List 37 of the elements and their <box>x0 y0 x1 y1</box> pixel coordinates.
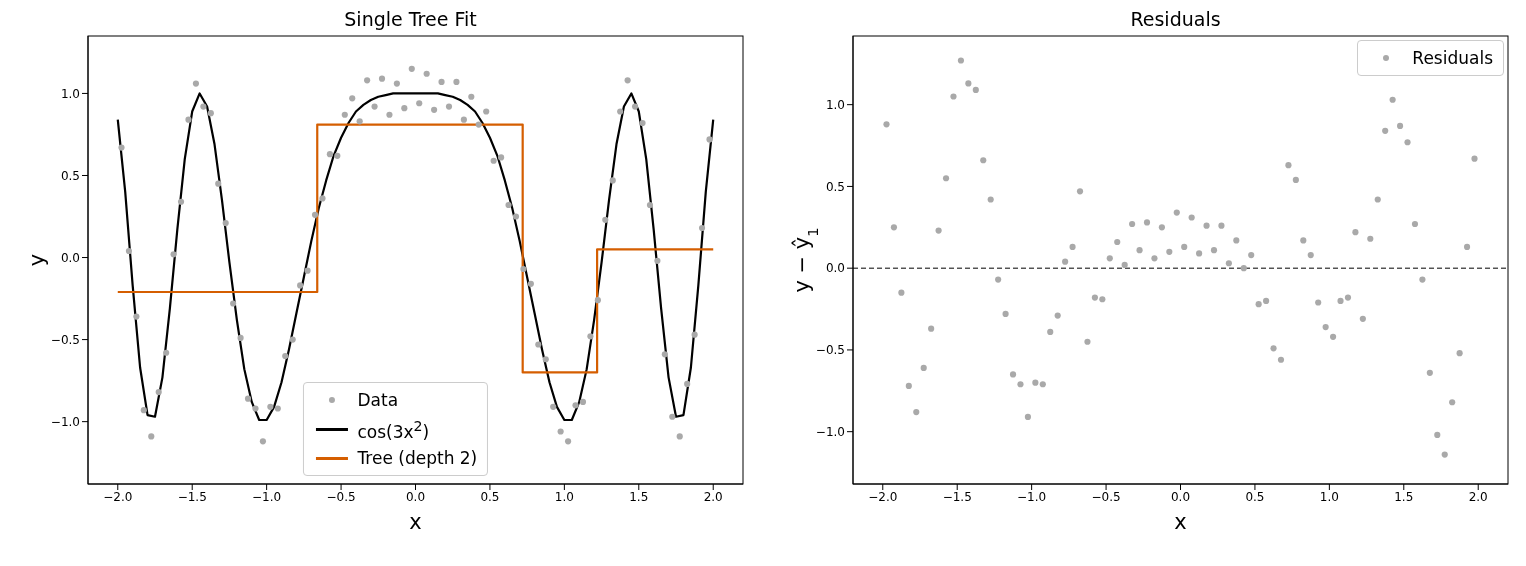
legend-label: cos(3x$^{2}$) <box>357 417 430 444</box>
x-tick-label: 1.0 <box>1319 489 1339 504</box>
y-axis-title: y <box>25 253 49 267</box>
x-tick-label: −0.5 <box>1091 489 1121 504</box>
x-tick-label: −1.0 <box>252 489 282 504</box>
y-tick-label: −1.0 <box>50 414 80 429</box>
x-tick-label: −0.5 <box>326 489 356 504</box>
y-tick-label: 0.0 <box>825 261 845 276</box>
x-tick-label: −2.0 <box>868 489 898 504</box>
x-tick-label: −1.5 <box>942 489 972 504</box>
x-tick-label: −2.0 <box>103 489 133 504</box>
x-tick-label: 0.0 <box>405 489 426 504</box>
legend-label: Residuals <box>1412 47 1493 70</box>
x-tick-label: −1.0 <box>1017 489 1047 504</box>
chart-title: Residuals <box>1129 8 1222 32</box>
y-tick-label: −0.5 <box>50 332 80 347</box>
x-axis-title: x <box>1174 510 1187 534</box>
x-axis-title: x <box>409 510 422 534</box>
x-tick-label: 1.5 <box>1394 489 1414 504</box>
chart-title: Single Tree Fit <box>343 8 478 32</box>
x-tick-label: 0.5 <box>480 489 500 504</box>
x-tick-label: 1.5 <box>629 489 649 504</box>
y-tick-label: 0.0 <box>60 250 80 265</box>
y-tick-label: 0.5 <box>60 168 80 183</box>
x-tick-label: 0.5 <box>1245 489 1265 504</box>
x-tick-label: 1.0 <box>554 489 574 504</box>
y-tick-label: 0.5 <box>825 179 845 194</box>
y-tick-label: 1.0 <box>60 86 80 101</box>
y-tick-label: −1.0 <box>815 424 845 439</box>
legend-label: Tree (depth 2) <box>357 447 478 470</box>
legend-label: Data <box>357 389 399 413</box>
y-tick-label: −0.5 <box>815 343 845 358</box>
y-tick-label: 1.0 <box>825 97 845 112</box>
x-tick-label: 0.0 <box>1170 489 1191 504</box>
x-tick-label: 2.0 <box>703 489 723 504</box>
x-tick-label: −1.5 <box>177 489 207 504</box>
x-tick-label: 2.0 <box>1468 489 1488 504</box>
